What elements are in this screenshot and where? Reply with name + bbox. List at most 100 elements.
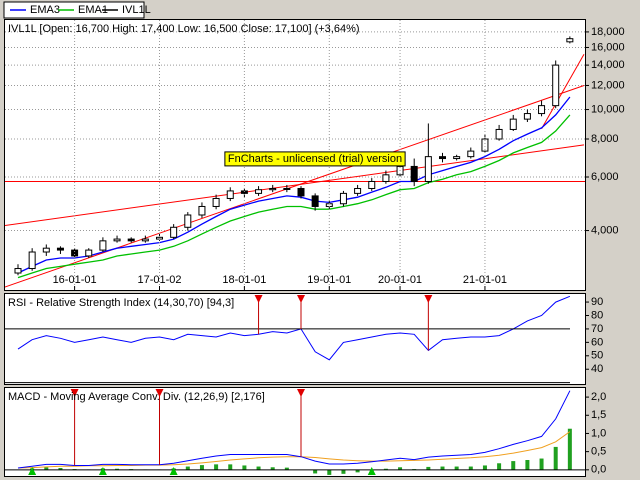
y-tick-label: 1,0 [591,427,606,439]
x-tick-label: 16-01-01 [53,274,97,286]
candle-body [439,156,446,160]
histogram-bar [468,466,473,470]
candle-body [14,268,22,274]
ema-line [17,114,571,279]
candle-body [184,214,192,228]
x-tick-label: 19-01-01 [307,274,351,286]
y-tick-label: 90 [591,296,603,308]
y-tick-label: 60 [591,336,603,348]
buy-signal [98,467,107,475]
candle-body [354,187,362,194]
macd-line [17,390,571,469]
histogram-bar [327,469,332,475]
candle-body [28,251,36,270]
histogram-bar [525,460,530,470]
y-tick-label: 14,000 [591,59,625,71]
ema-line [17,96,571,274]
y-tick-label: 80 [591,309,603,321]
candle-body [170,226,178,238]
panel-title: IVL1L [Open: 16,700 High: 17,400 Low: 16… [8,23,360,35]
buy-signal [28,467,37,475]
plot-area [17,390,572,475]
y-tick-label: 50 [591,350,603,362]
candle-body [240,190,248,194]
y-tick-label: 16,000 [591,41,625,53]
histogram-bar [398,467,403,470]
y-tick-label: 18,000 [591,26,625,38]
candle-body [566,38,574,43]
histogram-bar [454,466,459,470]
sell-signal [297,295,305,303]
histogram-bar [553,446,558,470]
histogram-bar [426,466,431,470]
signal-line [17,431,571,469]
plot-layer: EMA3 EMA1 IVL1L 4,000 6,000 8,000 10,000 12,000… [5,4,625,476]
candle-body [509,118,517,130]
x-tick-label: 20-01-01 [378,274,422,286]
trend-line [5,85,585,288]
buy-signal [169,467,178,475]
histogram-bar [539,458,544,470]
histogram-bar [44,467,49,470]
y-tick-label: 12,000 [591,79,625,91]
rsi-panel [4,293,586,385]
panel-title: MACD - Moving Average Conv. Div. (12,26,… [8,391,265,403]
histogram-bar [355,469,360,473]
macd-panel [4,387,586,477]
candle-body [424,156,432,182]
sell-signal [254,295,263,303]
y-tick-label: 6,000 [591,171,619,183]
watermark-box [224,151,406,167]
histogram-bar [482,465,487,470]
buy-signal [367,467,376,475]
panel-title: RSI - Relative Strength Index (14,30,70)… [8,297,234,309]
histogram-bar [270,467,275,470]
y-tick-label: 0,0 [591,464,606,476]
candle-body [297,187,305,197]
y-tick-label: 10,000 [591,103,625,115]
y-tick-label: 1,5 [591,409,606,421]
candle-body [99,240,107,251]
candle-body [467,150,475,158]
candle-body [127,238,135,242]
candle-body [368,180,376,189]
histogram-bar [214,464,219,470]
rsi-line [17,295,571,361]
histogram-bar [58,468,63,470]
candle-body [156,236,163,240]
y-tick-label: 2,0 [591,391,606,403]
candle-body [269,187,277,191]
candle-body [42,247,50,253]
candle-body [453,156,461,160]
legend-label: EMA3 [30,4,60,16]
x-tick-label: 17-01-02 [137,274,181,286]
trend-line [5,144,585,227]
y-tick-label: 4,000 [591,224,619,236]
sell-signal [155,389,164,397]
y-tick-label: 70 [591,323,603,335]
histogram-bar [440,466,445,470]
histogram-bar [284,467,289,470]
sell-signal [424,295,433,303]
histogram-bar [511,461,516,470]
histogram-bar [242,465,247,470]
watermark: FnCharts - unlicensed (trial) version [228,153,402,165]
histogram-bar [185,466,190,470]
candle-body [552,64,560,107]
candle-body [311,195,319,207]
histogram-bar [567,428,572,470]
legend-label: IVL1L [122,4,151,16]
histogram-bar [228,464,233,470]
candle-body [198,205,206,216]
y-tick-label: 8,000 [591,133,619,145]
candle-body [226,190,234,199]
histogram-bar [199,465,204,470]
candle-body [71,249,79,257]
candle-body [85,249,93,257]
legend-label: EMA1 [78,4,108,16]
candle-body [339,192,347,205]
x-tick-label: 21-01-01 [463,274,507,286]
candle-body [495,128,503,140]
